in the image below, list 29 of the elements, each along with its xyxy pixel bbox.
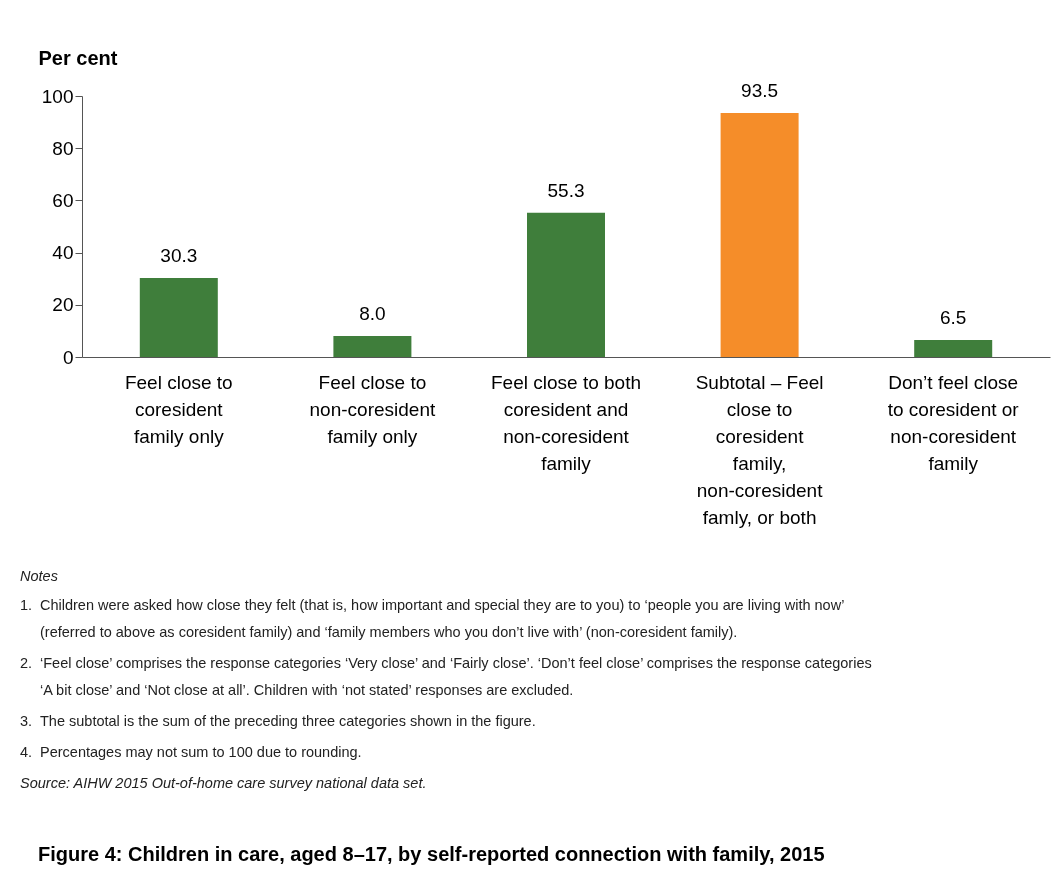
- y-tick-label: 80: [52, 137, 74, 159]
- data-label: 30.3: [160, 244, 198, 266]
- x-tick-label: Feel close to both coresident and non-coresident family: [491, 371, 641, 474]
- text: 4. Percentages may not sum to 100 due to rounding.: [20, 744, 362, 760]
- text: 1. Children were asked how close they felt (that is, how important and special they are to you) to ‘people you are living with now’ (referred to above as coresident family) and ‘family members who you don’t live with’ (non-coresident family).: [20, 597, 845, 640]
- y-tick-label: 60: [52, 189, 74, 211]
- source-note: Source: AIHW 2015 Out-of-home care survey national data set.: [20, 775, 427, 791]
- bar: [720, 112, 799, 357]
- bar: [139, 277, 218, 357]
- text: Figure 4: Children in care, aged 8–17, by self-reported connection with family, 2015: [38, 843, 825, 865]
- x-tick-label: Subtotal – Feel close to coresident family, non-coresident famly, or both: [695, 371, 824, 528]
- data-label: 8.0: [359, 303, 386, 325]
- x-tick-label: Don’t feel close to coresident or non-coresident family: [887, 371, 1020, 474]
- text: 3. The subtotal is the sum of the preceding three categories shown in the figure.: [20, 713, 536, 729]
- y-tick-label: 20: [52, 294, 74, 316]
- data-label: 55.3: [547, 179, 585, 201]
- x-tick-label: Feel close to non-coresident family only: [309, 371, 436, 447]
- bar: [333, 336, 412, 357]
- y-tick-label: 40: [52, 242, 74, 264]
- bar: [527, 212, 605, 357]
- y-tick-label: 0: [62, 346, 74, 368]
- data-label: 6.5: [939, 307, 967, 329]
- bar: [914, 340, 993, 357]
- y-tick-label: 100: [41, 85, 74, 107]
- data-label: 93.5: [741, 79, 779, 101]
- text: Notes: [20, 568, 58, 584]
- x-tick-label: Feel close to coresident family only: [124, 371, 233, 447]
- y-axis-title: Per cent: [38, 46, 118, 69]
- text: 2. ‘Feel close’ comprises the response categories ‘Very close’ and ‘Fairly close’. ‘Don’t feel close’ comprises the response categories ‘A bit close’ and ‘Not close at all’. Children with ‘not stated’ responses are excluded.: [20, 655, 872, 698]
